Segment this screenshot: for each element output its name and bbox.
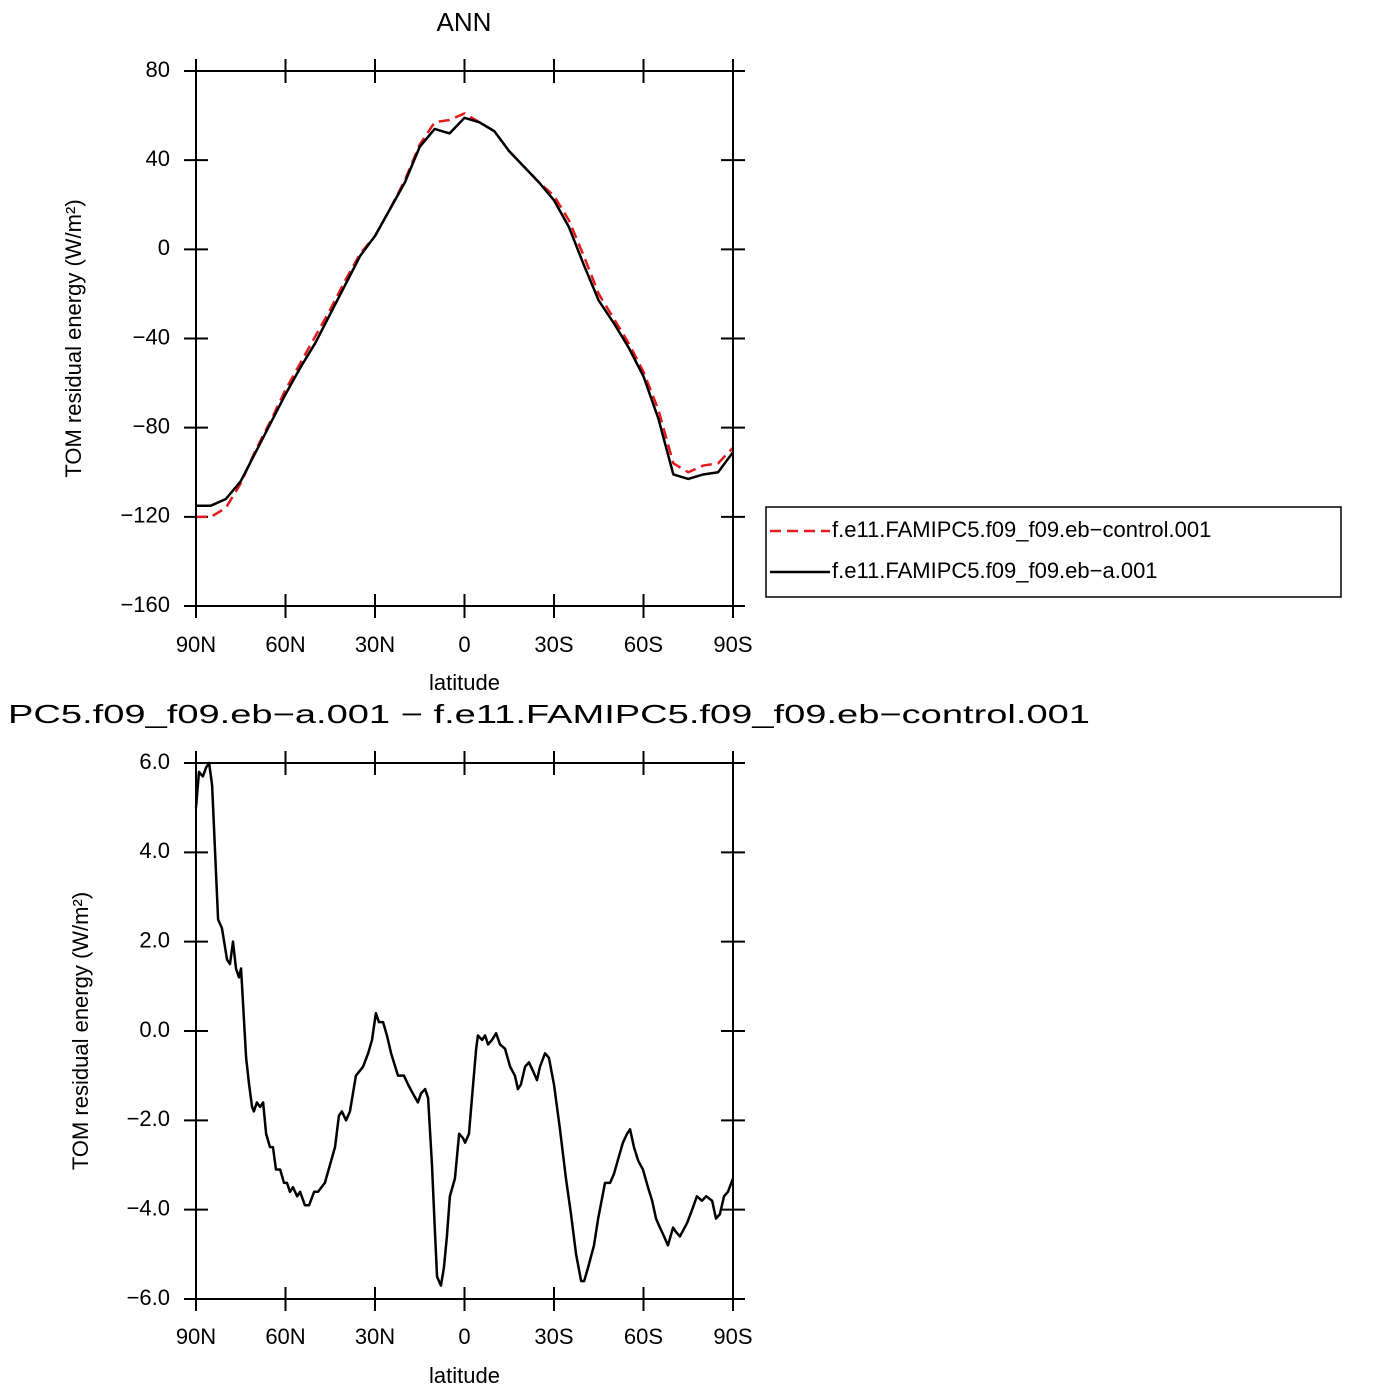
y-axis-label: TOM residual energy (W/m²) <box>68 892 93 1170</box>
y-tick-label: 80 <box>146 57 170 82</box>
plot-frame <box>195 70 734 607</box>
y-tick-label: 2.0 <box>139 927 170 952</box>
y-tick-label: −40 <box>133 324 170 349</box>
y-tick-label: 0 <box>158 235 170 260</box>
y-tick-label: 6.0 <box>139 749 170 774</box>
x-tick-label: 90S <box>713 632 752 657</box>
x-axis-label: latitude <box>429 1363 500 1388</box>
y-tick-label: 40 <box>146 146 170 171</box>
x-tick-label: 60S <box>624 632 663 657</box>
x-axis-label: latitude <box>429 670 500 695</box>
x-tick-label: 60N <box>265 1324 305 1349</box>
x-tick-label: 60S <box>624 1324 663 1349</box>
y-tick-label: −120 <box>120 503 170 528</box>
x-tick-label: 0 <box>458 632 470 657</box>
x-tick-label: 30S <box>534 1324 573 1349</box>
legend-box <box>765 506 1342 598</box>
x-tick-label: 30N <box>355 1324 395 1349</box>
y-tick-label: −6.0 <box>127 1285 170 1310</box>
x-tick-label: 90N <box>176 632 216 657</box>
y-tick-label: −80 <box>133 413 170 438</box>
data-line <box>196 116 735 507</box>
y-tick-label: −160 <box>120 592 170 617</box>
y-axis-label: TOM residual energy (W/m²) <box>61 199 86 477</box>
y-tick-label: 4.0 <box>139 838 170 863</box>
x-tick-label: 30S <box>534 632 573 657</box>
x-tick-label: 0 <box>458 1324 470 1349</box>
x-tick-label: 90S <box>713 1324 752 1349</box>
data-line <box>196 112 734 519</box>
legend-label: f.e11.FAMIPC5.f09_f09.eb−a.001 <box>832 558 1158 583</box>
y-tick-label: −4.0 <box>127 1195 170 1220</box>
data-line <box>194 761 735 1287</box>
x-tick-label: 90N <box>176 1324 216 1349</box>
y-tick-label: 0.0 <box>139 1017 170 1042</box>
y-tick-label: −2.0 <box>127 1106 170 1131</box>
legend-label: f.e11.FAMIPC5.f09_f09.eb−control.001 <box>832 517 1211 542</box>
chart-title: ANN <box>437 7 492 37</box>
x-tick-label: 30N <box>355 632 395 657</box>
plot-frame <box>195 762 734 1300</box>
x-tick-label: 60N <box>265 632 305 657</box>
chart-title: PC5.f09_f09.eb−a.001 − f.e11.FAMIPC5.f09… <box>8 699 1090 729</box>
